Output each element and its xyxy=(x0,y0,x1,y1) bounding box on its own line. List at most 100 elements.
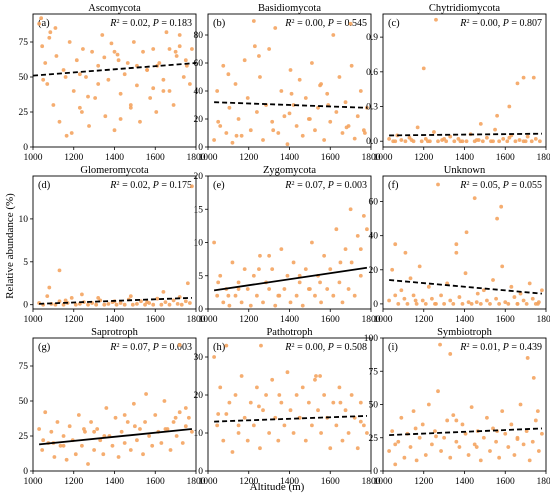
data-point xyxy=(434,17,438,22)
data-point xyxy=(185,281,190,286)
data-point xyxy=(525,356,530,360)
data-point xyxy=(122,413,127,417)
data-point xyxy=(125,61,130,65)
data-point xyxy=(348,21,353,26)
data-point xyxy=(135,438,139,443)
p-value: 0.439 xyxy=(520,342,543,353)
data-point xyxy=(226,293,231,298)
data-point xyxy=(442,137,447,141)
data-point xyxy=(45,294,50,299)
x-tick-label: 1000 xyxy=(199,153,218,163)
data-point xyxy=(276,131,281,135)
data-point xyxy=(227,400,232,405)
data-point xyxy=(472,442,477,447)
data-point xyxy=(181,75,186,79)
x-tick-label: 1000 xyxy=(24,153,43,163)
data-point xyxy=(445,418,450,423)
data-point xyxy=(47,35,52,40)
data-point xyxy=(258,75,262,79)
data-point xyxy=(216,119,221,124)
data-point xyxy=(319,300,323,305)
data-point xyxy=(454,242,459,247)
data-point xyxy=(399,415,404,420)
data-point xyxy=(328,267,333,271)
data-point xyxy=(472,196,477,201)
data-point xyxy=(393,139,398,144)
data-point xyxy=(346,287,351,291)
data-point xyxy=(454,250,459,255)
data-point xyxy=(408,276,413,281)
data-point xyxy=(497,455,502,460)
data-point xyxy=(415,125,420,130)
data-point xyxy=(512,453,517,457)
x-tick-label: 1400 xyxy=(105,477,124,487)
data-point xyxy=(411,293,416,298)
data-point xyxy=(499,204,504,209)
data-point xyxy=(436,182,440,187)
data-point xyxy=(104,406,109,410)
data-point xyxy=(77,105,82,110)
trend-line xyxy=(214,101,367,109)
data-point xyxy=(439,449,443,453)
r2-value: 0.02 xyxy=(130,180,148,191)
data-point xyxy=(161,77,166,82)
data-point xyxy=(221,63,226,68)
data-point xyxy=(513,139,518,144)
data-point xyxy=(393,242,398,247)
r2-value: 0.00 xyxy=(305,18,323,29)
data-point xyxy=(84,75,88,79)
data-point xyxy=(297,280,302,285)
data-point xyxy=(270,267,275,271)
x-tick-label: 1400 xyxy=(280,315,299,325)
data-point xyxy=(493,127,497,132)
x-tick-label: 1200 xyxy=(239,153,258,163)
data-point xyxy=(448,352,453,356)
data-point xyxy=(318,83,322,88)
data-point xyxy=(131,40,136,44)
r2-value: 0.00 xyxy=(480,18,498,29)
data-point xyxy=(448,298,453,303)
data-point xyxy=(436,389,440,394)
data-point xyxy=(365,227,369,232)
x-tick-label: 1600 xyxy=(496,153,515,163)
y-tick-label: 20 xyxy=(194,391,204,401)
data-point xyxy=(190,184,194,189)
data-point xyxy=(242,267,247,271)
panel-letter: (a) xyxy=(38,18,50,29)
data-point xyxy=(352,136,357,141)
data-point xyxy=(340,300,345,305)
data-point xyxy=(355,114,360,119)
data-point xyxy=(533,137,538,141)
data-point xyxy=(130,302,135,307)
data-point xyxy=(177,410,182,415)
p-value: 0.175 xyxy=(170,180,193,191)
data-point xyxy=(488,449,492,453)
data-point xyxy=(515,81,520,86)
p-value: 0.003 xyxy=(345,180,368,191)
r2-value: 0.01 xyxy=(480,342,498,353)
data-point xyxy=(474,300,479,305)
data-point xyxy=(119,429,124,434)
data-point xyxy=(346,431,351,435)
data-point xyxy=(39,16,44,21)
y-tick-label: 5 xyxy=(198,272,203,282)
data-point xyxy=(390,267,395,272)
data-point xyxy=(180,441,185,445)
y-tick-label: 5 xyxy=(23,258,28,268)
data-point xyxy=(340,438,345,443)
data-point xyxy=(411,409,416,414)
data-point xyxy=(279,400,284,405)
data-point xyxy=(86,302,90,307)
data-point xyxy=(236,287,241,291)
data-point xyxy=(509,284,514,289)
data-point xyxy=(183,58,188,63)
data-point xyxy=(500,264,505,269)
data-point xyxy=(512,295,517,299)
data-point xyxy=(390,429,395,433)
data-point xyxy=(216,412,221,416)
data-point xyxy=(141,49,145,54)
data-point xyxy=(524,301,529,306)
